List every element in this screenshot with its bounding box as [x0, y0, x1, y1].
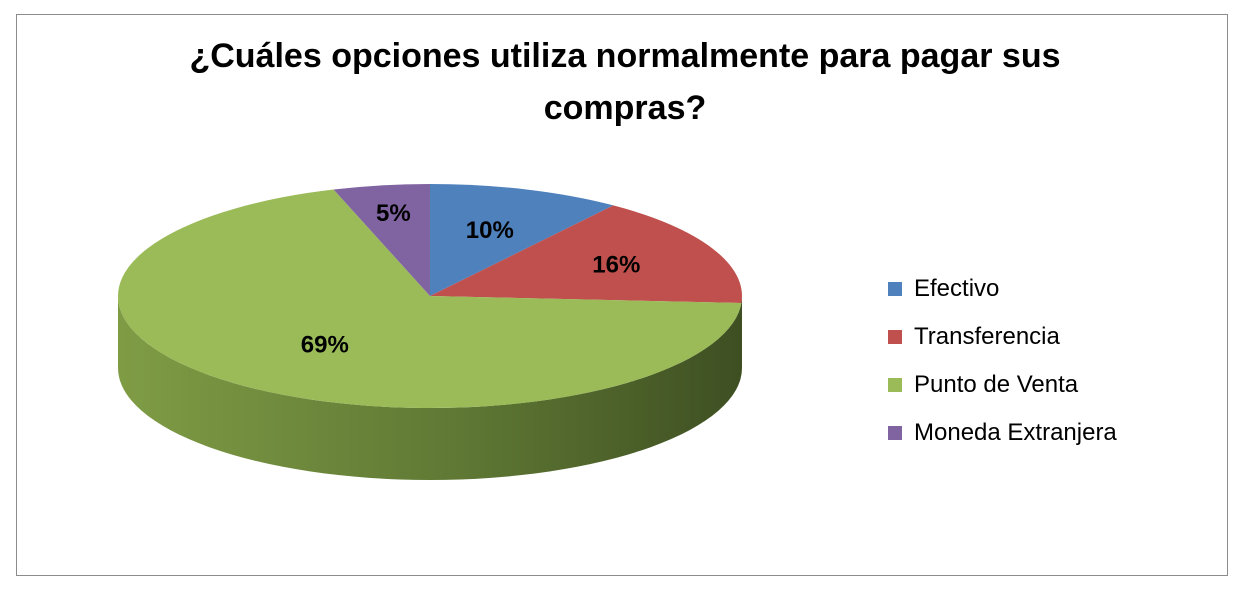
legend-label: Moneda Extranjera: [914, 419, 1117, 446]
pie-slice-moneda-extranjera: [333, 184, 430, 296]
data-label: 69%: [301, 332, 349, 359]
pie-slice-punto-de-venta: [118, 189, 742, 408]
chart-title-line-2: compras?: [543, 89, 707, 127]
legend-item-moneda-extranjera: Moneda Extranjera: [888, 409, 1117, 457]
chart-title-line-1: ¿Cuáles opciones utiliza normalmente par…: [189, 37, 1061, 75]
pie-side-wall: [118, 296, 742, 480]
chart-title: ¿Cuáles opciones utiliza normalmente par…: [0, 30, 1250, 134]
pie-slice-efectivo: [430, 184, 614, 296]
legend-item-efectivo: Efectivo: [888, 265, 1117, 313]
pie-side: [118, 296, 742, 480]
legend-label: Punto de Venta: [914, 371, 1079, 398]
pie-labels: 10% 16% 69% 5%: [301, 200, 641, 359]
data-label: 16%: [592, 252, 640, 279]
legend: Efectivo Transferencia Punto de Venta Mo…: [888, 265, 1117, 457]
legend-item-punto-de-venta: Punto de Venta: [888, 361, 1117, 409]
pie-slices: [118, 184, 742, 408]
legend-swatch: [888, 330, 902, 344]
data-label: 10%: [466, 217, 514, 244]
legend-label: Efectivo: [914, 275, 1000, 302]
legend-swatch: [888, 378, 902, 392]
legend-swatch: [888, 426, 902, 440]
legend-swatch: [888, 282, 902, 296]
data-label: 5%: [376, 200, 411, 227]
legend-label: Transferencia: [914, 323, 1060, 350]
pie-slice-transferencia: [430, 205, 742, 304]
legend-item-transferencia: Transferencia: [888, 313, 1117, 361]
